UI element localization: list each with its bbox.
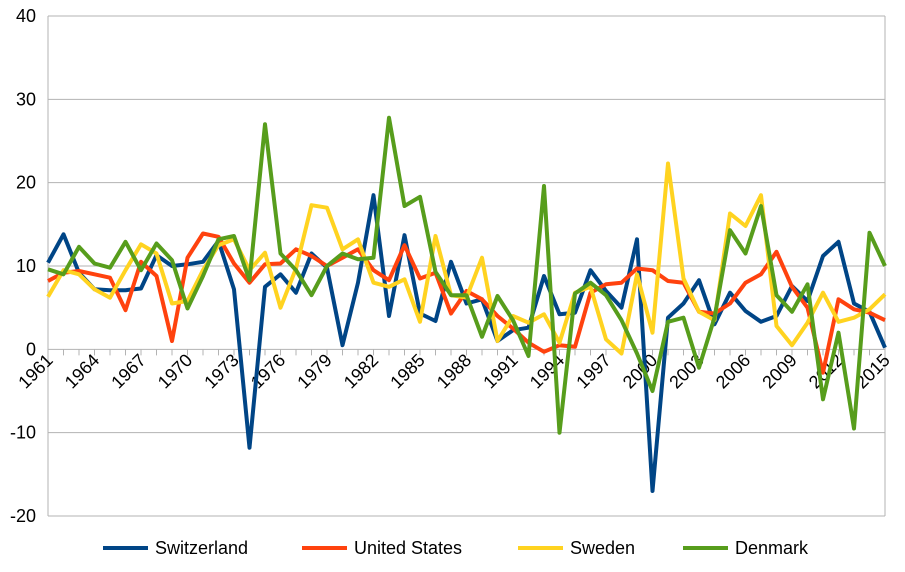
y-tick-label: 40 <box>16 6 36 26</box>
y-tick-label: -20 <box>10 506 36 526</box>
x-tick-label: 1994 <box>526 350 568 392</box>
x-tick-label: 1985 <box>386 350 428 392</box>
x-tick-label: 1988 <box>433 350 475 392</box>
legend-label: Switzerland <box>155 538 248 558</box>
legend-label: Denmark <box>735 538 809 558</box>
legend-label: United States <box>354 538 462 558</box>
y-tick-label: -10 <box>10 423 36 443</box>
x-tick-label: 1979 <box>293 350 335 392</box>
x-tick-label: 1973 <box>200 350 242 392</box>
x-tick-label: 1964 <box>61 350 103 392</box>
x-tick-label: 1967 <box>107 350 149 392</box>
x-tick-label: 1961 <box>14 350 56 392</box>
x-tick-label: 1976 <box>247 350 289 392</box>
y-tick-label: 0 <box>26 339 36 359</box>
y-tick-label: 20 <box>16 173 36 193</box>
x-tick-label: 1997 <box>572 350 614 392</box>
x-tick-label: 2009 <box>758 350 800 392</box>
y-tick-label: 30 <box>16 89 36 109</box>
series-line <box>47 231 886 375</box>
series-line <box>47 115 887 435</box>
x-tick-label: 1970 <box>154 350 196 392</box>
x-tick-label: 2006 <box>712 350 754 392</box>
x-tick-label: 1982 <box>340 350 382 392</box>
legend-label: Sweden <box>570 538 635 558</box>
y-tick-label: 10 <box>16 256 36 276</box>
x-tick-label: 1991 <box>479 350 521 392</box>
series-line <box>46 193 887 493</box>
